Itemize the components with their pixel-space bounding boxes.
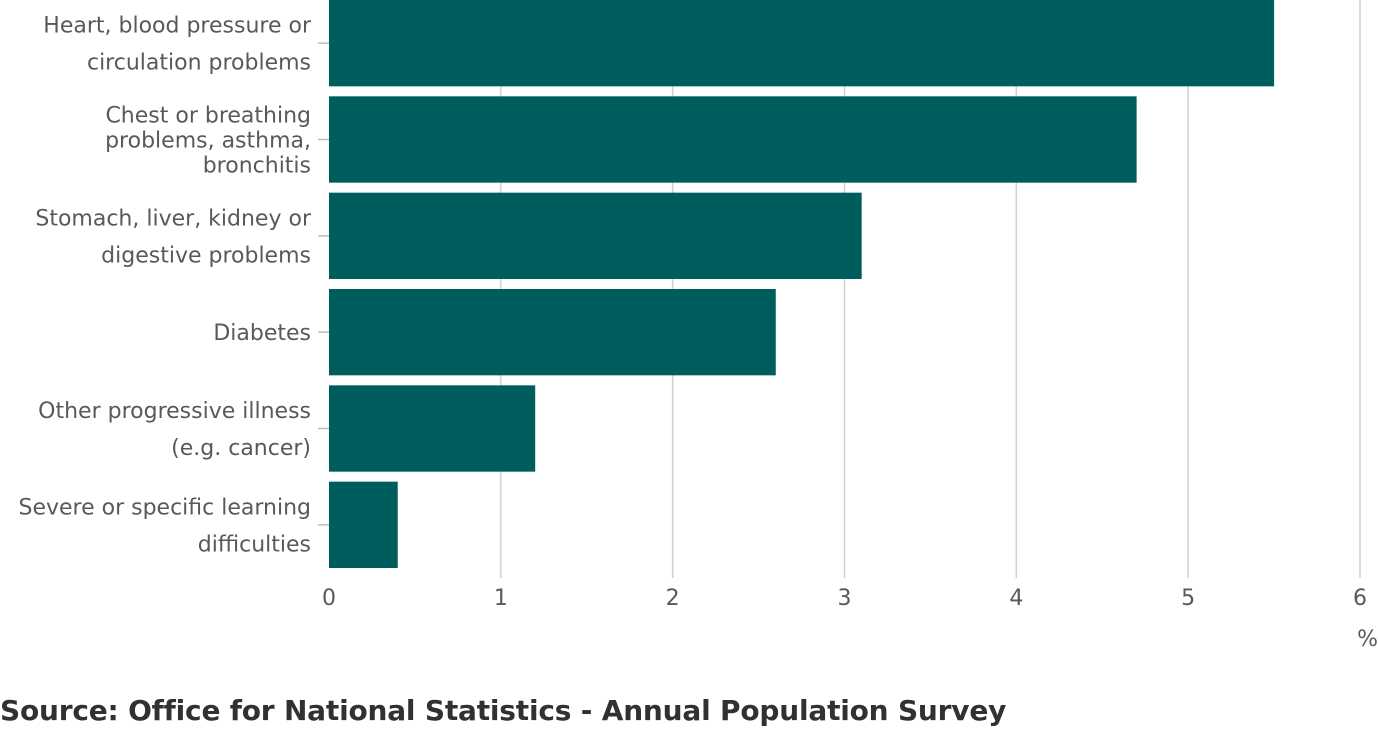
- category-label: Chest or breathing: [105, 104, 311, 129]
- category-labels: Heart, blood pressure or circulation prob…: [18, 14, 329, 557]
- x-tick-label: 1: [494, 586, 508, 611]
- x-tick-label: 3: [838, 586, 852, 611]
- category-label: Heart, blood pressure or: [43, 14, 312, 39]
- bar: [329, 481, 398, 568]
- bar: [329, 96, 1137, 183]
- bar: [329, 192, 862, 279]
- category-label: (e.g. cancer): [171, 436, 311, 461]
- x-tick-label: 2: [666, 586, 680, 611]
- x-tick-label: 5: [1181, 586, 1195, 611]
- x-axis-ticks: 0 1 2 3 4 5 6: [322, 586, 1367, 611]
- bars: [329, 0, 1275, 568]
- bar: [329, 0, 1275, 87]
- bar: [329, 289, 776, 376]
- category-label: difficulties: [198, 532, 311, 557]
- category-label: Stomach, liver, kidney or: [35, 206, 312, 231]
- category-label: circulation problems: [87, 51, 311, 76]
- x-tick-label: 6: [1353, 586, 1367, 611]
- bar-chart: Heart, blood pressure or circulation prob…: [18, 0, 1378, 652]
- category-label: digestive problems: [101, 243, 311, 268]
- x-axis-unit-label: %: [1357, 627, 1378, 652]
- category-label: problems, asthma,: [105, 129, 311, 154]
- category-label: bronchitis: [203, 154, 311, 179]
- bar: [329, 385, 536, 472]
- x-tick-label: 0: [322, 586, 336, 611]
- x-tick-label: 4: [1009, 586, 1023, 611]
- category-label: Other progressive illness: [38, 399, 311, 424]
- source-note: Source: Office for National Statistics -…: [0, 694, 1007, 727]
- category-label: Severe or specific learning: [18, 495, 311, 520]
- category-label: Diabetes: [213, 321, 311, 346]
